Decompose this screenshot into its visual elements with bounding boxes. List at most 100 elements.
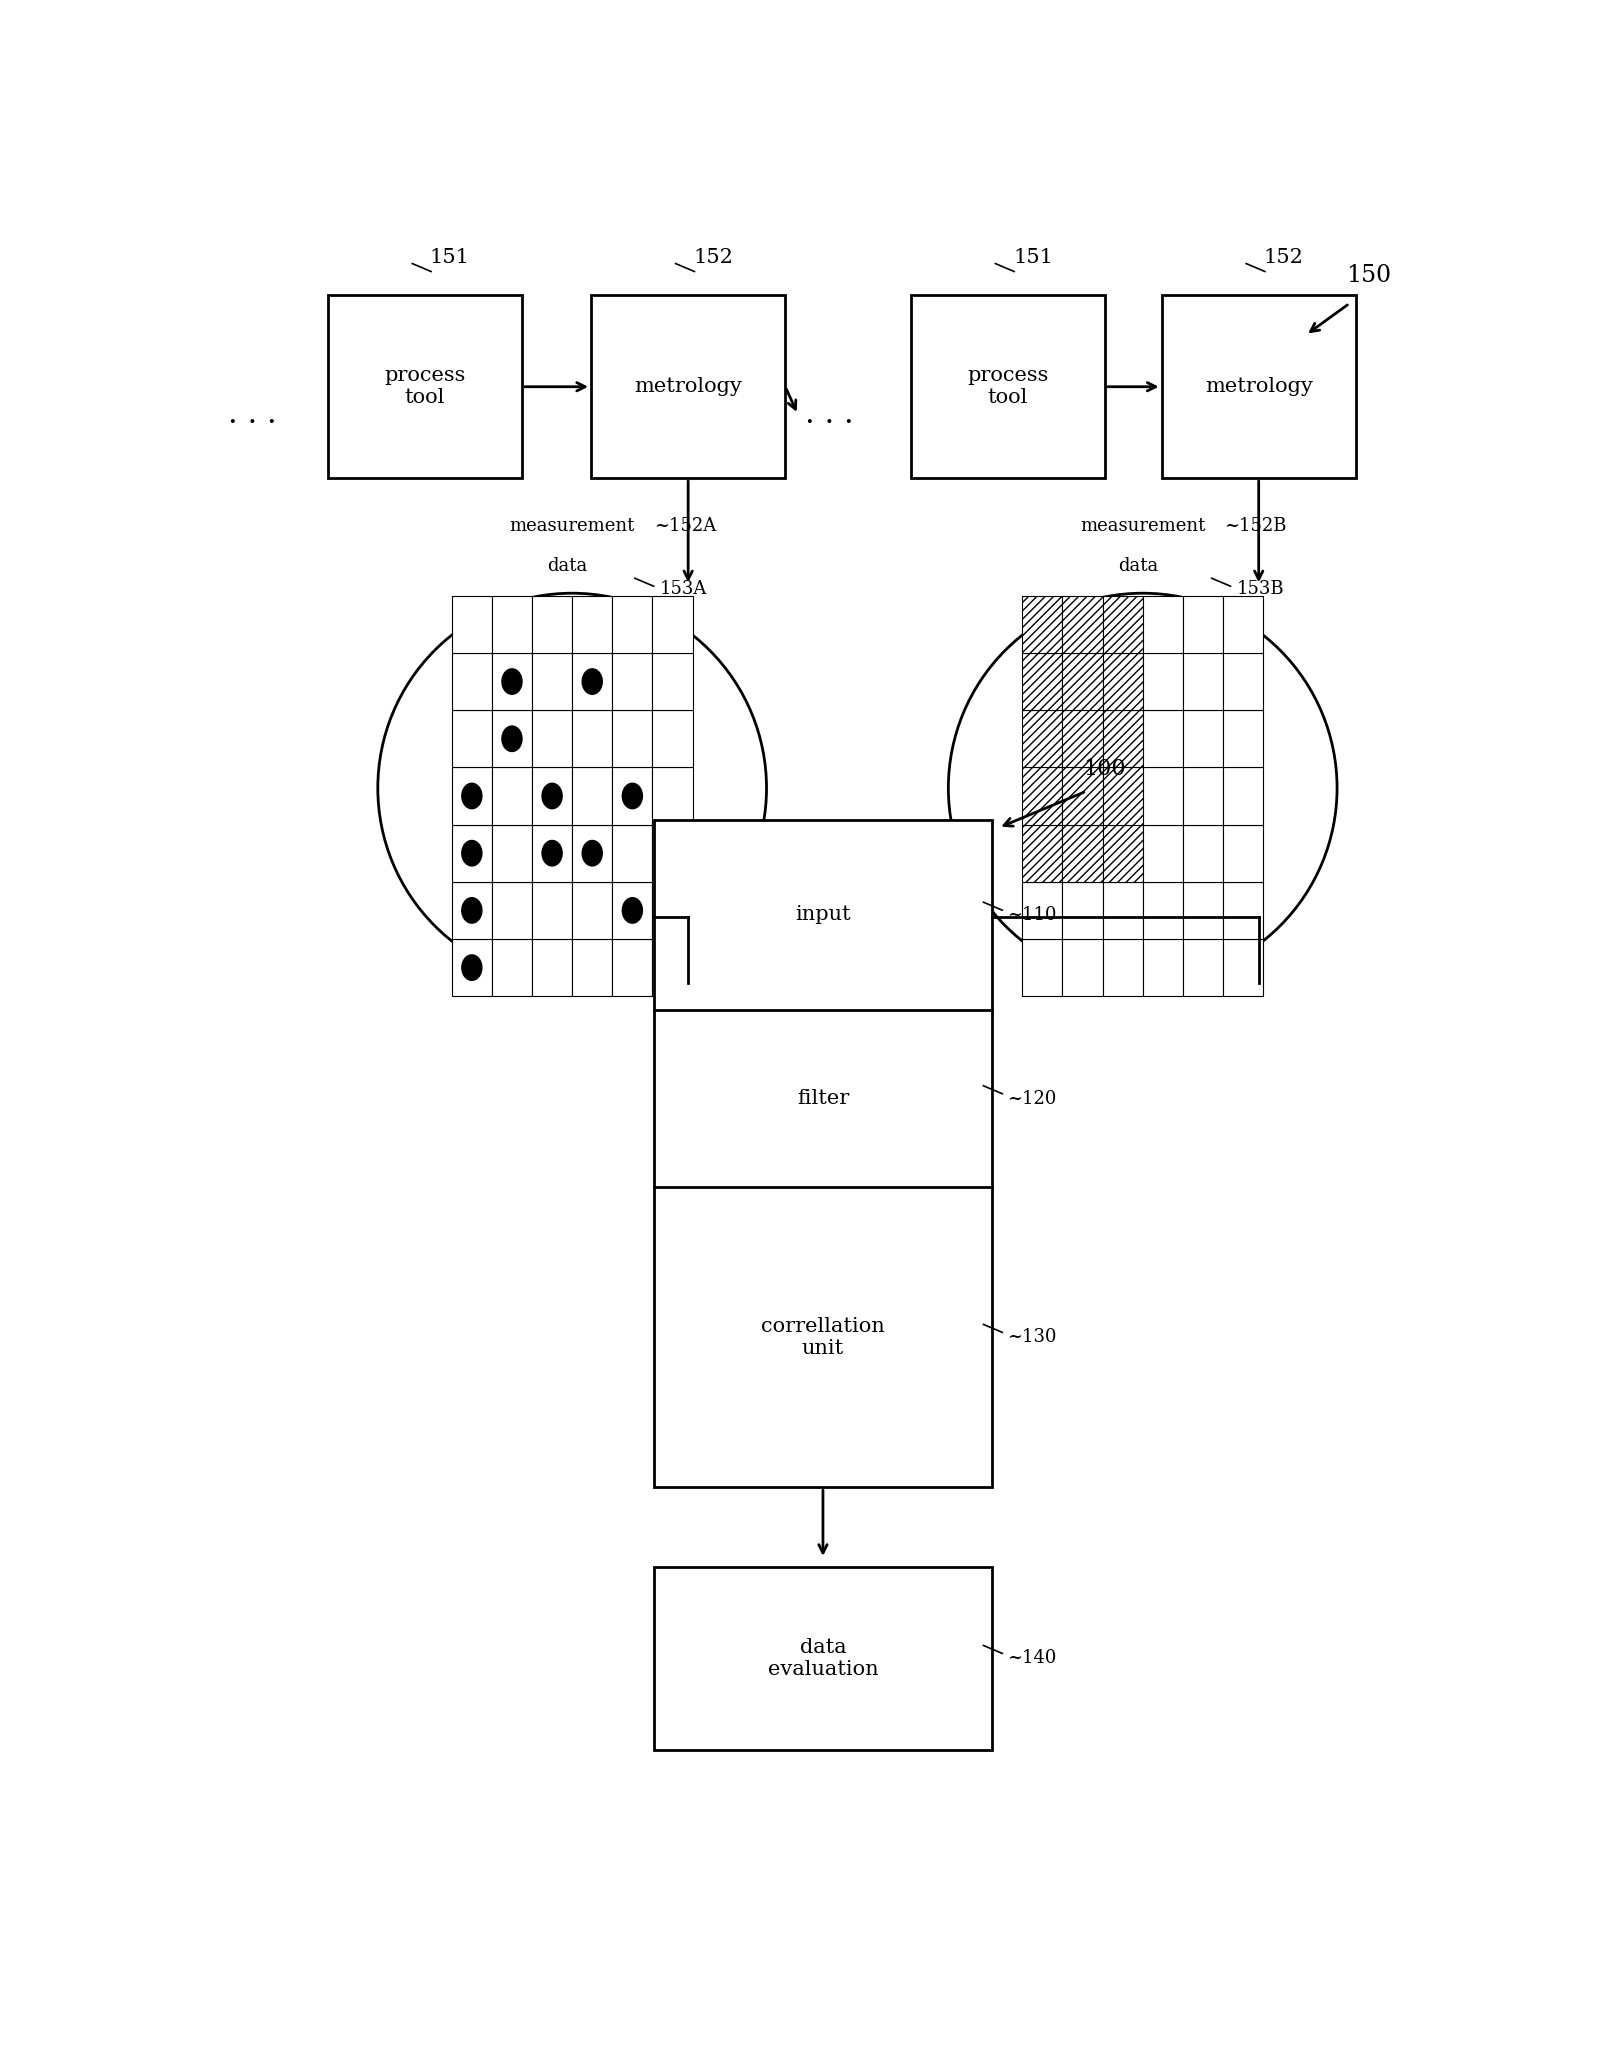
Bar <box>612 710 652 768</box>
Bar <box>1142 596 1183 652</box>
Bar <box>1063 881 1102 939</box>
Text: input: input <box>794 906 851 925</box>
Bar <box>1063 596 1102 652</box>
Bar <box>1102 596 1142 652</box>
Text: data
evaluation: data evaluation <box>767 1637 879 1678</box>
Bar <box>1223 826 1264 881</box>
Bar <box>1142 710 1183 768</box>
Text: ~152B: ~152B <box>1225 516 1286 535</box>
Text: . . .: . . . <box>804 398 854 429</box>
Text: ~120: ~120 <box>1008 1090 1057 1108</box>
Circle shape <box>542 840 561 867</box>
Circle shape <box>542 782 561 809</box>
Text: 153B: 153B <box>1236 580 1285 599</box>
Bar <box>1223 768 1264 826</box>
Bar <box>654 1567 992 1750</box>
Bar <box>1063 939 1102 997</box>
Text: measurement: measurement <box>1079 516 1205 535</box>
Text: correllation
unit: correllation unit <box>760 1317 885 1358</box>
Bar <box>573 652 612 710</box>
Bar <box>573 939 612 997</box>
Bar <box>1102 826 1142 881</box>
Bar <box>652 881 693 939</box>
Circle shape <box>461 956 482 980</box>
Circle shape <box>582 840 602 867</box>
Bar <box>451 652 492 710</box>
Bar <box>1102 652 1142 710</box>
Bar <box>1223 939 1264 997</box>
Text: process
tool: process tool <box>383 365 466 407</box>
Bar <box>1162 295 1356 479</box>
Circle shape <box>461 898 482 923</box>
Bar <box>573 768 612 826</box>
Text: 152: 152 <box>693 248 733 266</box>
Bar <box>1142 939 1183 997</box>
Text: measurement: measurement <box>510 516 634 535</box>
Bar <box>492 768 532 826</box>
Bar <box>652 596 693 652</box>
Bar <box>492 826 532 881</box>
Ellipse shape <box>948 592 1336 982</box>
Bar <box>1142 652 1183 710</box>
Bar <box>1063 710 1102 768</box>
Bar <box>1023 768 1063 826</box>
Bar <box>573 710 612 768</box>
Ellipse shape <box>377 592 767 982</box>
Bar <box>1102 939 1142 997</box>
Bar <box>911 295 1105 479</box>
Bar <box>573 881 612 939</box>
Circle shape <box>623 898 642 923</box>
Text: metrology: metrology <box>634 378 743 396</box>
Bar <box>532 881 573 939</box>
Bar <box>1063 826 1102 881</box>
Bar <box>1142 826 1183 881</box>
Bar <box>451 596 492 652</box>
Bar <box>1223 881 1264 939</box>
Bar <box>591 295 785 479</box>
Bar <box>532 768 573 826</box>
Circle shape <box>582 669 602 694</box>
Bar <box>652 939 693 997</box>
Bar <box>327 295 523 479</box>
Bar <box>1183 939 1223 997</box>
Bar <box>573 826 612 881</box>
Bar <box>451 826 492 881</box>
Bar <box>1142 881 1183 939</box>
Bar <box>652 768 693 826</box>
Bar <box>1023 939 1063 997</box>
Bar <box>1023 710 1063 768</box>
Bar <box>1023 596 1063 652</box>
Text: ~130: ~130 <box>1008 1327 1057 1346</box>
Bar <box>1183 596 1223 652</box>
Bar <box>1142 768 1183 826</box>
Bar <box>1102 881 1142 939</box>
Bar <box>451 768 492 826</box>
Bar <box>1102 710 1142 768</box>
Bar <box>532 939 573 997</box>
Bar <box>532 596 573 652</box>
Circle shape <box>461 840 482 867</box>
Text: metrology: metrology <box>1205 378 1312 396</box>
Bar <box>451 939 492 997</box>
Text: data: data <box>1118 557 1158 574</box>
Text: 151: 151 <box>430 248 469 266</box>
Bar <box>1183 652 1223 710</box>
Text: process
tool: process tool <box>968 365 1048 407</box>
Text: 152: 152 <box>1264 248 1304 266</box>
Bar <box>612 939 652 997</box>
Circle shape <box>623 782 642 809</box>
Bar <box>1223 710 1264 768</box>
Bar <box>492 710 532 768</box>
Circle shape <box>502 669 523 694</box>
Circle shape <box>502 727 523 751</box>
Bar <box>1023 652 1063 710</box>
Bar <box>532 710 573 768</box>
Bar <box>652 826 693 881</box>
Bar <box>492 939 532 997</box>
Text: . . .: . . . <box>228 398 277 429</box>
Bar <box>492 652 532 710</box>
Bar <box>451 710 492 768</box>
Bar <box>492 881 532 939</box>
Bar <box>492 596 532 652</box>
Bar <box>1223 596 1264 652</box>
